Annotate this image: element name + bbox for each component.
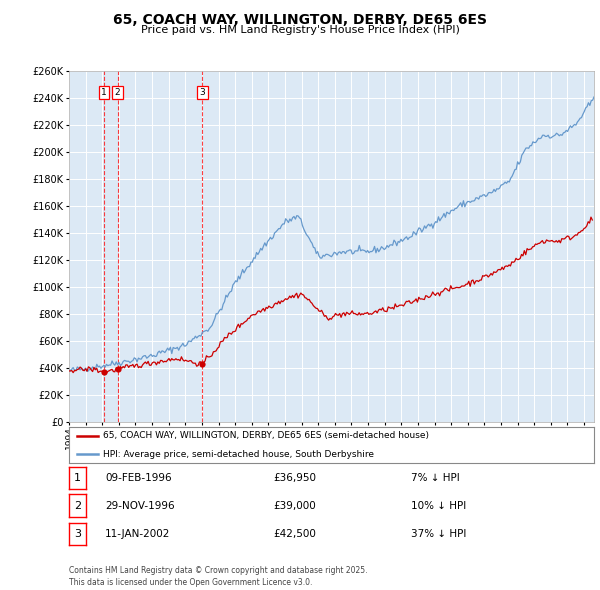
Text: 29-NOV-1996: 29-NOV-1996: [105, 501, 175, 510]
Text: 65, COACH WAY, WILLINGTON, DERBY, DE65 6ES (semi-detached house): 65, COACH WAY, WILLINGTON, DERBY, DE65 6…: [103, 431, 429, 440]
Text: £42,500: £42,500: [273, 529, 316, 539]
Text: 09-FEB-1996: 09-FEB-1996: [105, 473, 172, 483]
Text: HPI: Average price, semi-detached house, South Derbyshire: HPI: Average price, semi-detached house,…: [103, 450, 374, 458]
Text: Contains HM Land Registry data © Crown copyright and database right 2025.
This d: Contains HM Land Registry data © Crown c…: [69, 566, 367, 587]
Text: 3: 3: [200, 88, 205, 97]
Text: 65, COACH WAY, WILLINGTON, DERBY, DE65 6ES: 65, COACH WAY, WILLINGTON, DERBY, DE65 6…: [113, 13, 487, 27]
Text: £36,950: £36,950: [273, 473, 316, 483]
Text: 2: 2: [115, 88, 121, 97]
Text: 37% ↓ HPI: 37% ↓ HPI: [411, 529, 466, 539]
Text: Price paid vs. HM Land Registry's House Price Index (HPI): Price paid vs. HM Land Registry's House …: [140, 25, 460, 35]
Text: 3: 3: [74, 529, 81, 539]
Text: 10% ↓ HPI: 10% ↓ HPI: [411, 501, 466, 510]
Text: 1: 1: [101, 88, 107, 97]
Text: 2: 2: [74, 501, 81, 510]
Text: £39,000: £39,000: [273, 501, 316, 510]
Text: 7% ↓ HPI: 7% ↓ HPI: [411, 473, 460, 483]
Text: 11-JAN-2002: 11-JAN-2002: [105, 529, 170, 539]
Text: 1: 1: [74, 473, 81, 483]
